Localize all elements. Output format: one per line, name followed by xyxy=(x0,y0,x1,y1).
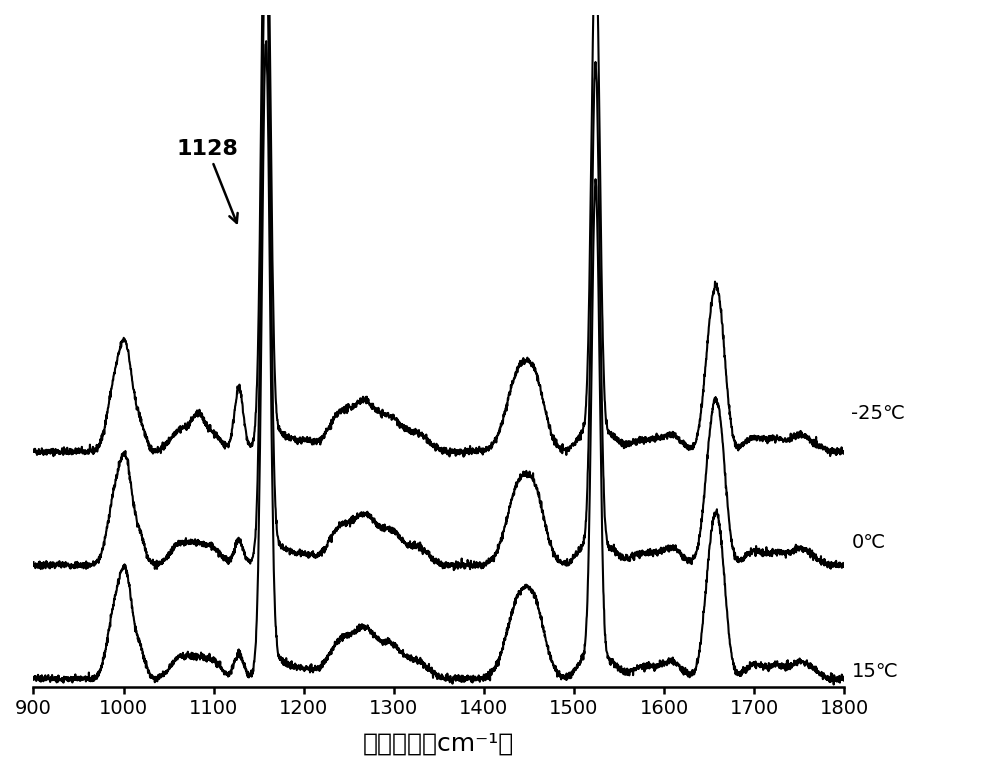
X-axis label: 拉曼位移（cm⁻¹）: 拉曼位移（cm⁻¹） xyxy=(363,732,514,756)
Text: 0℃: 0℃ xyxy=(851,533,886,552)
Text: 15℃: 15℃ xyxy=(851,662,898,681)
Text: 1128: 1128 xyxy=(176,139,238,223)
Text: -25℃: -25℃ xyxy=(851,404,905,423)
